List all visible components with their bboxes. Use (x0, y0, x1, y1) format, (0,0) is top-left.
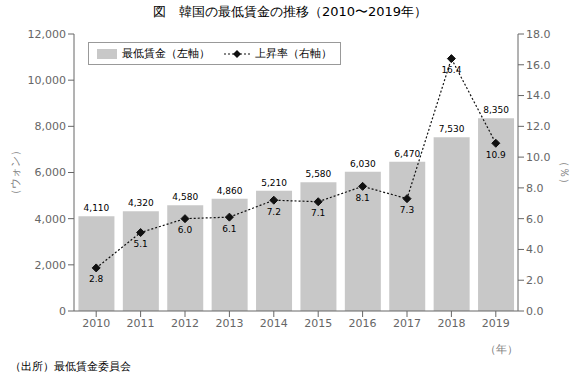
svg-text:10.9: 10.9 (486, 150, 506, 160)
svg-text:7.2: 7.2 (267, 207, 281, 217)
svg-text:2019: 2019 (482, 317, 510, 330)
svg-text:2010: 2010 (82, 317, 110, 330)
svg-text:（ウォン）: （ウォン） (9, 145, 22, 200)
svg-text:5.1: 5.1 (133, 239, 147, 249)
svg-text:（年）: （年） (485, 343, 518, 356)
svg-text:2,000: 2,000 (35, 259, 67, 272)
html-text:最低賃金（左軸）: 最低賃金（左軸） (122, 47, 210, 60)
svg-text:2018: 2018 (437, 317, 465, 330)
svg-text:6,030: 6,030 (350, 159, 376, 169)
svg-text:2013: 2013 (215, 317, 243, 330)
svg-text:2015: 2015 (304, 317, 332, 330)
svg-text:8,350: 8,350 (483, 105, 509, 115)
svg-text:7.3: 7.3 (400, 205, 414, 215)
svg-text:6.0: 6.0 (178, 225, 193, 235)
svg-text:12.0: 12.0 (526, 120, 551, 133)
svg-text:2014: 2014 (260, 317, 288, 330)
svg-text:8.0: 8.0 (526, 182, 544, 195)
svg-text:6.1: 6.1 (222, 224, 236, 234)
svg-text:6,000: 6,000 (35, 166, 67, 179)
svg-text:5,580: 5,580 (306, 169, 332, 179)
svg-text:16.4: 16.4 (441, 65, 461, 75)
svg-text:8,000: 8,000 (35, 120, 67, 133)
svg-text:4,110: 4,110 (84, 203, 110, 213)
svg-text:7.1: 7.1 (311, 208, 325, 218)
svg-text:10,000: 10,000 (28, 74, 67, 87)
svg-text:0.0: 0.0 (526, 305, 544, 318)
svg-text:16.0: 16.0 (526, 59, 551, 72)
svg-text:4.0: 4.0 (526, 243, 544, 256)
svg-text:5,210: 5,210 (261, 178, 287, 188)
svg-text:（％）: （％） (558, 156, 571, 189)
svg-text:4,320: 4,320 (128, 198, 154, 208)
svg-text:2017: 2017 (393, 317, 421, 330)
svg-text:7,530: 7,530 (439, 124, 465, 134)
svg-text:8.1: 8.1 (355, 193, 369, 203)
html-text:上昇率（右軸）: 上昇率（右軸） (255, 47, 332, 60)
svg-text:2012: 2012 (171, 317, 199, 330)
svg-text:6.0: 6.0 (526, 213, 544, 226)
svg-text:18.0: 18.0 (526, 28, 551, 41)
svg-text:4,000: 4,000 (35, 213, 67, 226)
svg-text:2.8: 2.8 (89, 274, 104, 284)
svg-text:14.0: 14.0 (526, 89, 551, 102)
svg-text:4,580: 4,580 (172, 192, 198, 202)
svg-text:6,470: 6,470 (394, 149, 420, 159)
svg-text:2016: 2016 (349, 317, 377, 330)
svg-text:2.0: 2.0 (526, 274, 544, 287)
svg-text:4,860: 4,860 (217, 186, 243, 196)
html-text:（出所）最低賃金委員会: （出所）最低賃金委員会 (10, 360, 131, 373)
svg-text:0: 0 (59, 305, 66, 318)
html-text:図 韓国の最低賃金の推移（2010〜2019年）: 図 韓国の最低賃金の推移（2010〜2019年） (152, 4, 428, 19)
svg-text:2011: 2011 (127, 317, 155, 330)
svg-text:10.0: 10.0 (526, 151, 551, 164)
svg-text:12,000: 12,000 (28, 28, 67, 41)
